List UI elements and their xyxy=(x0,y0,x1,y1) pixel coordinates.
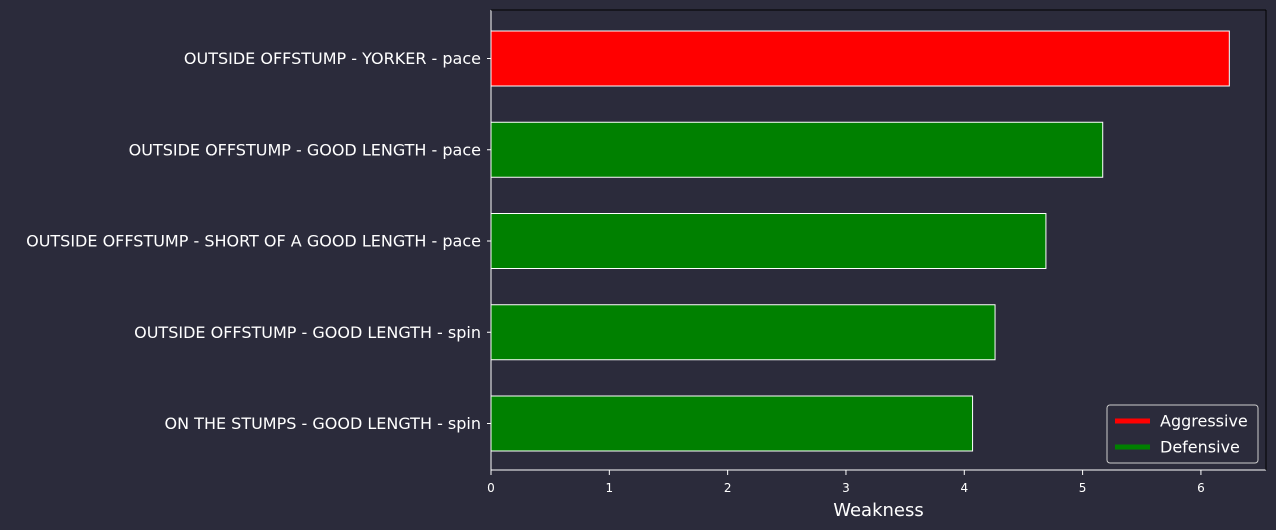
legend-label-defensive: Defensive xyxy=(1160,438,1240,457)
axes xyxy=(490,9,1267,471)
bar-2 xyxy=(490,121,1104,178)
category-label-1: OUTSIDE OFFSTUMP - YORKER - pace xyxy=(184,49,481,68)
legend: Aggressive Defensive xyxy=(1106,404,1259,464)
legend-label-aggressive: Aggressive xyxy=(1160,412,1248,431)
bar-4 xyxy=(490,304,996,361)
bar-5 xyxy=(490,395,974,452)
x-tick-label-0: 0 xyxy=(487,481,495,495)
category-label-2: OUTSIDE OFFSTUMP - GOOD LENGTH - pace xyxy=(129,140,481,159)
x-tick-label-2: 2 xyxy=(724,481,732,495)
x-tick-label-1: 1 xyxy=(606,481,614,495)
x-tick-label-4: 4 xyxy=(960,481,968,495)
bar-1 xyxy=(490,30,1230,87)
category-label-4: OUTSIDE OFFSTUMP - GOOD LENGTH - spin xyxy=(134,323,481,342)
x-tick-label-5: 5 xyxy=(1079,481,1087,495)
bar-3 xyxy=(490,213,1047,269)
bars-layer xyxy=(490,30,1230,452)
x-tick-label-3: 3 xyxy=(842,481,850,495)
x-tick-label-6: 6 xyxy=(1197,481,1205,495)
category-label-3: OUTSIDE OFFSTUMP - SHORT OF A GOOD LENGT… xyxy=(26,232,481,251)
x-ticks: 0 1 2 3 4 5 6 xyxy=(487,470,1205,495)
x-axis-title: Weakness xyxy=(833,500,924,521)
category-label-5: ON THE STUMPS - GOOD LENGTH - spin xyxy=(165,414,481,433)
category-labels: OUTSIDE OFFSTUMP - YORKER - pace OUTSIDE … xyxy=(26,49,491,433)
